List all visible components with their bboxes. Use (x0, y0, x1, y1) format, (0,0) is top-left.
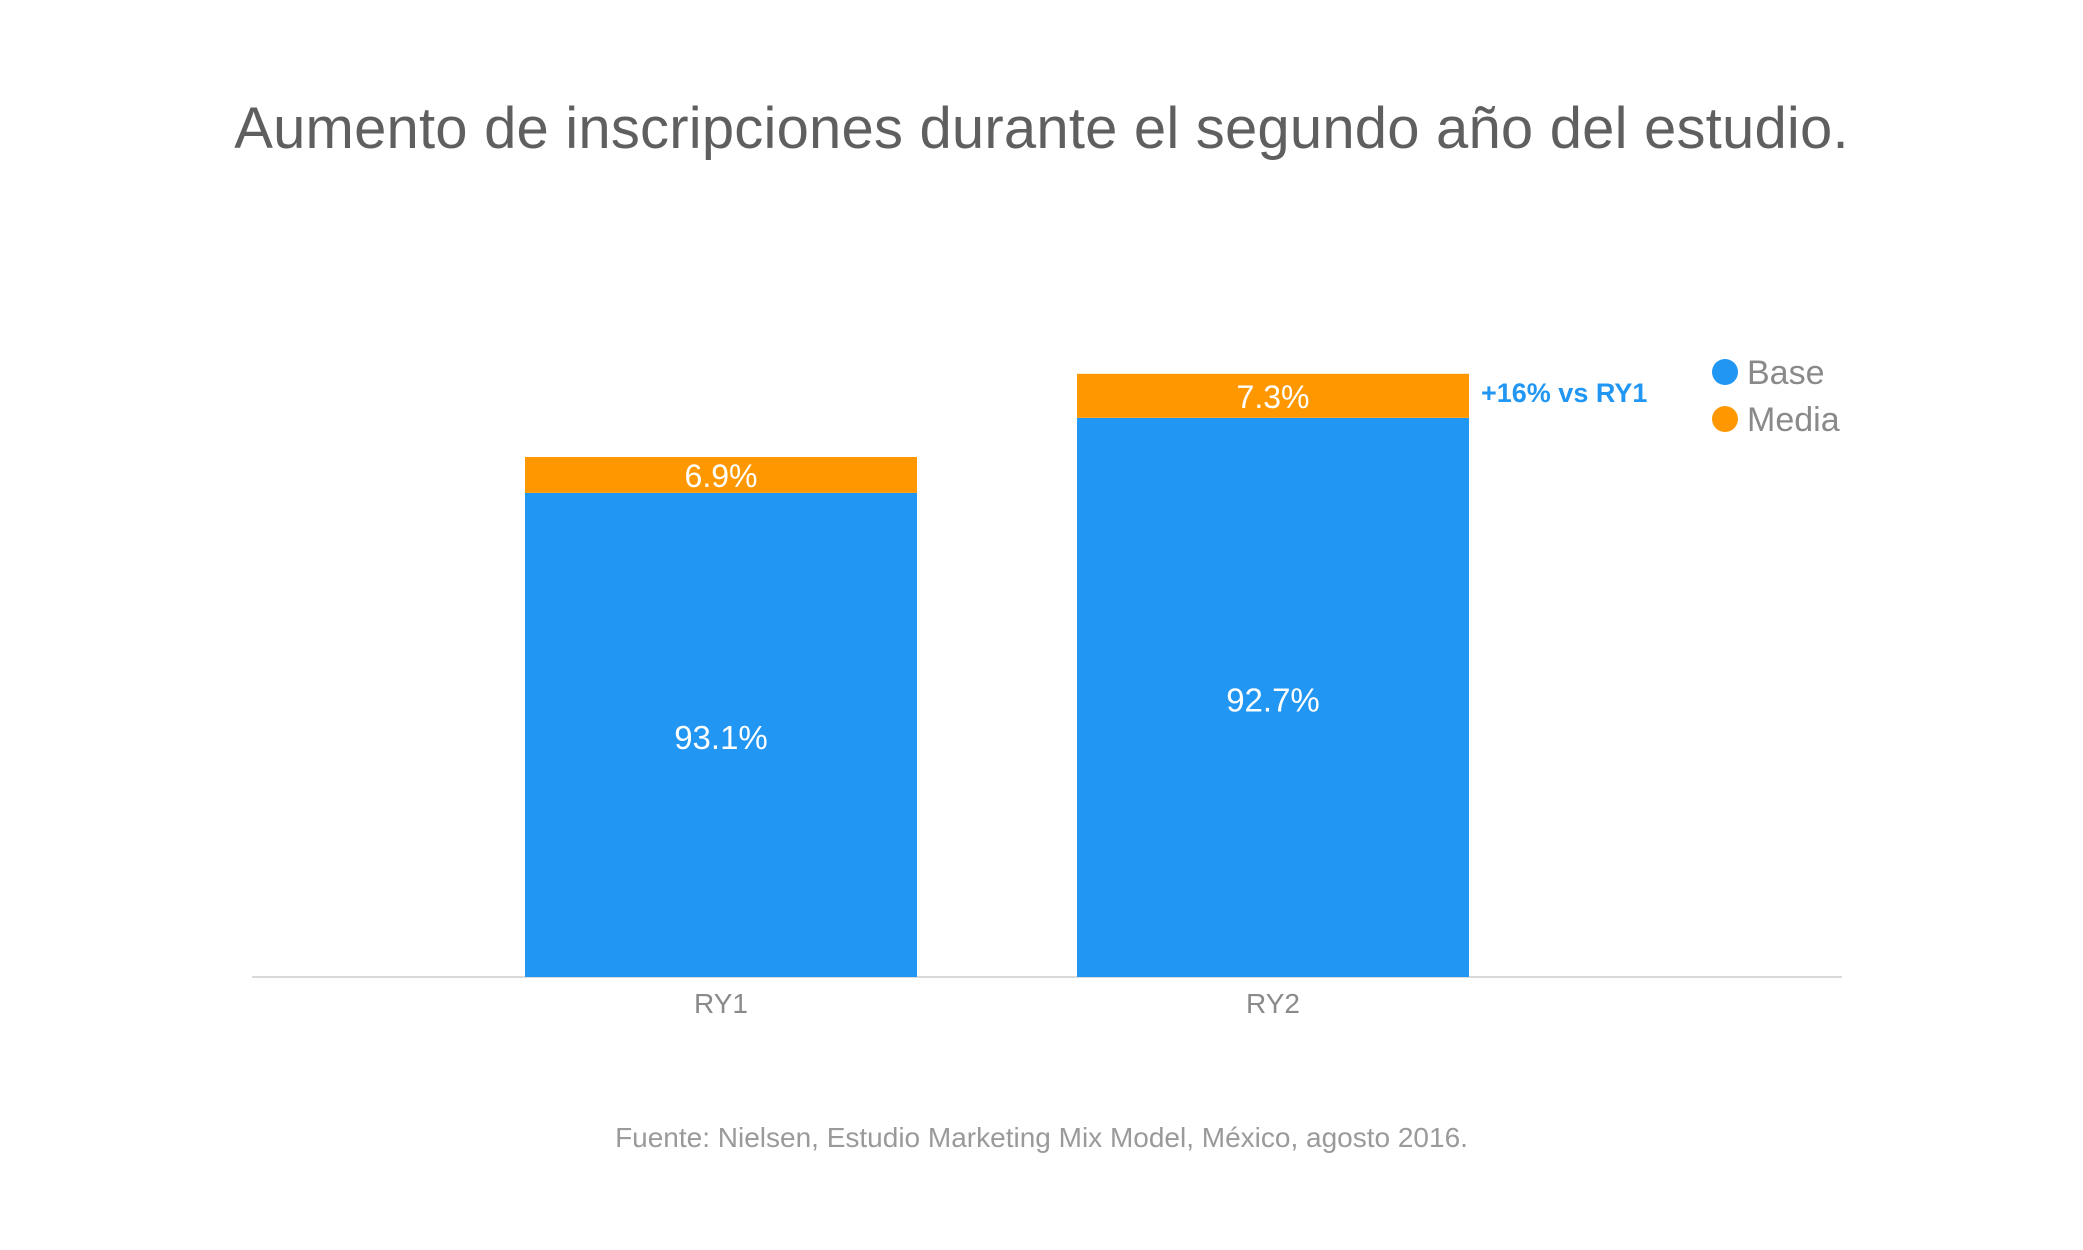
annotation-growth: +16% vs RY1 (1481, 378, 1647, 408)
bar-media-ry2 (1077, 373, 1469, 418)
data-label-media-ry2: 7.3% (1237, 379, 1310, 415)
bar-base-ry2 (1077, 417, 1469, 977)
bar-base-ry1 (525, 492, 917, 977)
data-label-base-ry1: 93.1% (674, 719, 768, 756)
legend: Base Media (1712, 354, 1840, 439)
x-tick-label-ry2: RY2 (1246, 988, 1300, 1019)
data-label-base-ry2: 92.7% (1226, 681, 1320, 718)
legend-marker-media (1712, 406, 1738, 432)
bar-media-ry1 (525, 457, 917, 493)
legend-label-base: Base (1747, 354, 1825, 392)
labels-layer: 93.1% 6.9% RY1 92.7% 7.3% RY2 +16% vs RY1 (674, 378, 1647, 1019)
bars-layer (525, 373, 1469, 977)
data-label-media-ry1: 6.9% (685, 458, 758, 494)
source-note: Fuente: Nielsen, Estudio Marketing Mix M… (615, 1122, 1468, 1153)
chart-title: Aumento de inscripciones durante el segu… (234, 96, 1849, 161)
legend-marker-base (1712, 359, 1738, 385)
legend-label-media: Media (1747, 401, 1840, 439)
x-tick-label-ry1: RY1 (694, 988, 748, 1019)
